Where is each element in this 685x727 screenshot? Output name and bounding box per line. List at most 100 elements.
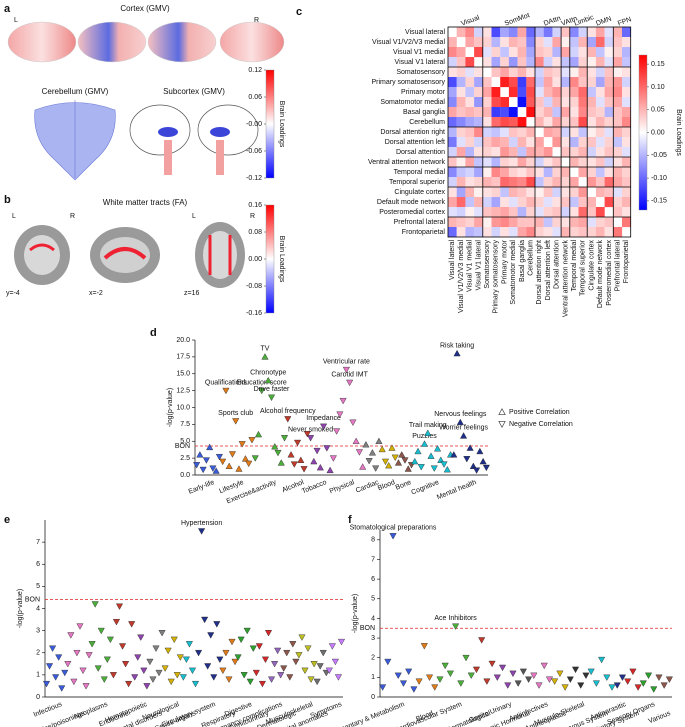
data-point [398, 451, 406, 458]
data-point [167, 678, 175, 686]
heatmap-cell [474, 137, 483, 148]
data-point [467, 672, 475, 679]
data-point [478, 637, 486, 644]
data-point [155, 669, 163, 677]
heatmap-cell [508, 87, 518, 98]
heatmap-cell [491, 157, 501, 168]
point-label: Impedance [306, 415, 341, 422]
heatmap-cell [491, 207, 501, 218]
category-label: Various [647, 710, 672, 725]
data-point [207, 632, 215, 639]
heatmap-cell [578, 27, 588, 38]
column-label: Ventral attention network [562, 240, 569, 318]
heatmap-cell [587, 197, 596, 208]
heatmap-cell [456, 147, 466, 158]
data-point [294, 439, 302, 447]
data-point [450, 451, 458, 458]
row-label: Ventral attention network [368, 159, 446, 166]
data-point [405, 668, 413, 676]
data-point [540, 662, 548, 670]
data-point [375, 437, 383, 445]
heatmap-cell [482, 197, 492, 208]
heatmap-cell [552, 57, 562, 68]
heatmap-cell [491, 147, 501, 158]
data-point [122, 661, 130, 668]
heatmap-cell [578, 47, 588, 58]
heatmap-cell [517, 27, 527, 38]
heatmap-cell [517, 47, 527, 58]
heatmap-cell [526, 57, 536, 68]
heatmap-cell [517, 157, 527, 168]
row-label: Temporal medial [394, 169, 446, 176]
heatmap-cell [500, 137, 509, 148]
panel-letter: a [4, 3, 11, 15]
heatmap-cell [508, 27, 518, 38]
heatmap-cell [561, 167, 570, 178]
heatmap-cell [456, 87, 466, 98]
data-point [115, 603, 124, 610]
heatmap-cell [569, 107, 579, 118]
colorbar-label: Brain Loadings [278, 236, 285, 283]
data-point [493, 674, 501, 681]
colorbar-tick-label: 0.16 [248, 202, 262, 209]
heatmap-cell [465, 107, 475, 118]
heatmap-cell [482, 217, 492, 228]
data-point [440, 461, 448, 468]
data-point [404, 465, 412, 472]
heatmap-cell [587, 137, 596, 148]
data-point [453, 349, 461, 357]
heatmap-cell [491, 87, 501, 98]
heatmap-cell [578, 227, 588, 238]
data-point [571, 666, 580, 674]
heatmap-cell [517, 117, 527, 128]
data-point [337, 638, 346, 646]
heatmap-cell [613, 37, 623, 48]
group-label: DMN [595, 16, 612, 28]
heatmap-cell [456, 67, 466, 78]
heatmap-cell [500, 57, 509, 68]
data-point [64, 661, 72, 668]
heatmap-cell [474, 27, 483, 38]
heatmap-cell [491, 137, 501, 148]
heatmap-cell [622, 207, 631, 218]
row-label: Visual V1 medial [393, 49, 445, 56]
heatmap-cell [595, 87, 605, 98]
heatmap-cell [561, 47, 570, 58]
heatmap-cell [561, 87, 570, 98]
heatmap-cell [474, 117, 483, 128]
heatmap-cell [543, 67, 553, 78]
heatmap-cell [552, 227, 562, 238]
data-point [58, 685, 66, 692]
heatmap-cell [604, 57, 614, 68]
data-point [469, 462, 477, 469]
data-point [420, 643, 428, 650]
heatmap-cell [526, 107, 536, 118]
heatmap-cell [561, 147, 570, 158]
data-point [243, 627, 251, 635]
data-point [417, 464, 425, 471]
data-point [79, 667, 87, 675]
data-point [639, 680, 647, 687]
heatmap-cell [578, 157, 588, 168]
heatmap-cell [543, 207, 553, 218]
heatmap-cell [508, 137, 518, 148]
heatmap-cell [517, 67, 527, 78]
data-point [292, 658, 300, 666]
group-label: Limbic [573, 14, 595, 28]
data-point [460, 432, 468, 439]
heatmap-cell [465, 227, 475, 238]
heatmap-cell [569, 157, 579, 168]
heatmap-cell [500, 227, 509, 238]
heatmap-cell [508, 217, 518, 228]
heatmap-cell [587, 67, 596, 78]
heatmap-cell [535, 207, 544, 218]
heatmap-cell [500, 217, 509, 228]
colorbar-tick-label: 0.12 [248, 67, 262, 74]
data-point [76, 623, 84, 630]
data-point [372, 465, 380, 472]
row-label: Frontoparietal [402, 229, 446, 236]
point-label: Drive faster [254, 386, 290, 393]
heatmap-cell [535, 97, 544, 108]
data-point [235, 465, 243, 472]
heatmap-cell [535, 197, 544, 208]
